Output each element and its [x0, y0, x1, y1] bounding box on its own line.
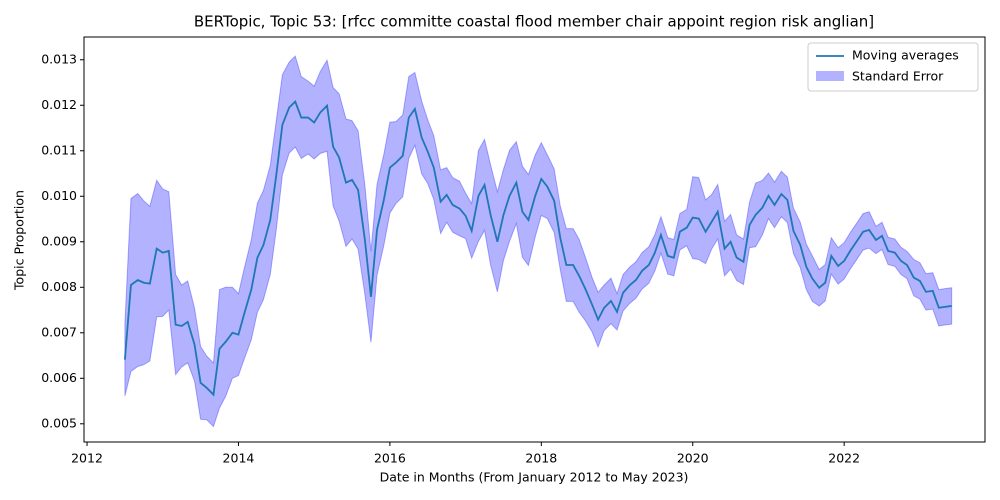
x-tick-label: 2020	[677, 451, 709, 466]
standard-error-band	[124, 55, 953, 428]
legend-patch	[816, 71, 844, 81]
moving-average-line	[123, 100, 952, 397]
y-tick-label: 0.009	[41, 233, 77, 248]
x-tick-label: 2022	[828, 451, 860, 466]
y-tick-label: 0.011	[41, 142, 77, 157]
x-tick-label: 2012	[71, 451, 103, 466]
chart-title: BERTopic, Topic 53: [rfcc committe coast…	[194, 13, 874, 31]
legend-box	[807, 42, 979, 92]
x-tick-label: 2014	[223, 451, 255, 466]
y-axis-label: Topic Proportion	[12, 190, 27, 291]
y-tick-label: 0.007	[41, 324, 77, 339]
y-tick-label: 0.010	[41, 188, 77, 203]
y-tick-label: 0.012	[41, 97, 77, 112]
x-tick-label: 2018	[525, 451, 557, 466]
y-tick-label: 0.006	[41, 370, 77, 385]
x-axis-label: Date in Months (From January 2012 to May…	[380, 470, 689, 485]
plot-frame	[83, 36, 986, 443]
y-tick-label: 0.008	[41, 279, 77, 294]
y-tick-label: 0.005	[41, 415, 77, 430]
legend-label: Standard Error	[852, 69, 944, 84]
y-tick-label: 0.013	[41, 51, 77, 66]
legend-label: Moving averages	[852, 48, 959, 63]
x-tick-label: 2016	[374, 451, 406, 466]
